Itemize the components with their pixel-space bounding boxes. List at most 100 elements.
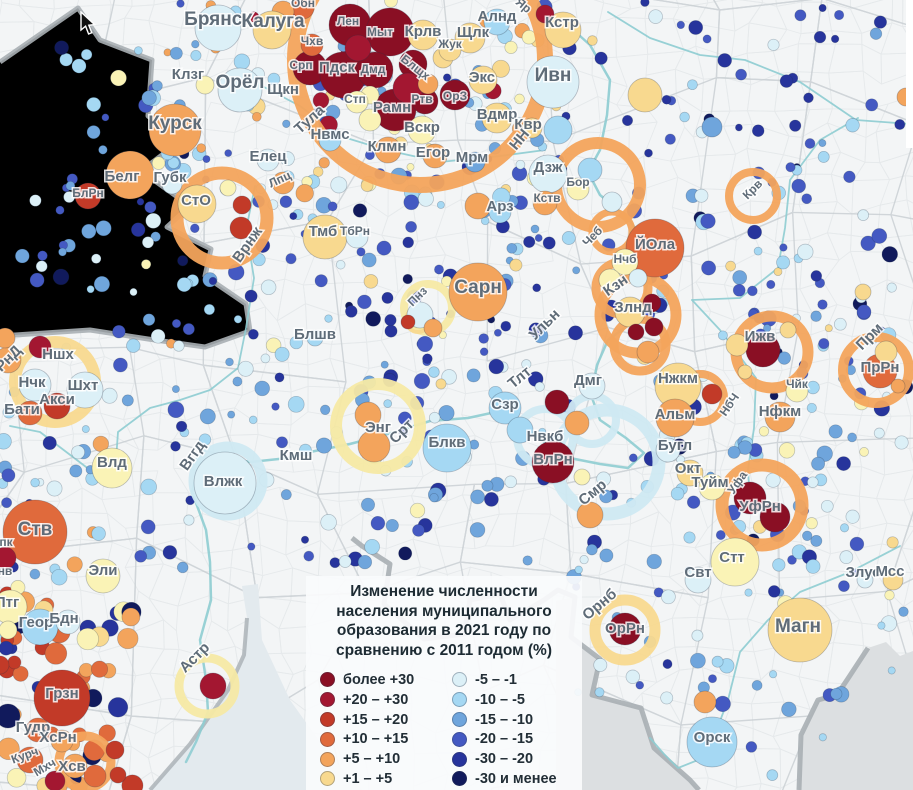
city-bubble[interactable] [506,416,534,444]
city-bubble[interactable] [148,103,202,157]
city-bubble[interactable] [701,116,723,138]
municipality-dot[interactable] [76,627,99,651]
municipality-dot[interactable] [35,260,48,273]
city-bubble[interactable] [252,10,292,50]
municipality-dot[interactable] [441,369,457,385]
municipality-dot[interactable] [859,447,869,457]
municipality-dot[interactable] [628,453,638,463]
municipality-dot[interactable] [778,442,796,459]
municipality-dot[interactable] [202,155,211,164]
municipality-dot[interactable] [845,509,860,524]
city-bubble[interactable] [625,218,685,278]
municipality-dot[interactable] [528,322,544,338]
municipality-dot[interactable] [593,658,608,672]
municipality-dot[interactable] [44,642,68,665]
municipality-dot[interactable] [247,542,256,551]
municipality-dot[interactable] [747,224,762,240]
city-bubble[interactable] [50,729,74,753]
municipality-dot[interactable] [126,338,141,353]
municipality-dot[interactable] [767,38,780,51]
municipality-dot[interactable] [140,478,157,496]
municipality-dot[interactable] [509,258,523,272]
municipality-dot[interactable] [751,124,765,137]
city-bubble[interactable] [566,177,590,201]
city-bubble[interactable] [28,335,52,359]
municipality-dot[interactable] [725,260,736,272]
municipality-dot[interactable] [804,138,816,149]
municipality-dot[interactable] [113,357,128,373]
municipality-dot[interactable] [781,701,797,717]
municipality-dot[interactable] [63,191,76,203]
municipality-dot[interactable] [330,176,348,194]
municipality-dot[interactable] [745,741,758,753]
municipality-dot[interactable] [58,247,67,257]
city-bubble[interactable] [177,184,217,224]
city-bubble[interactable] [199,672,227,700]
city-bubble[interactable] [642,293,662,313]
municipality-dot[interactable] [416,335,434,353]
municipality-dot[interactable] [191,40,200,49]
city-bubble[interactable] [710,537,760,587]
city-bubble[interactable] [358,108,382,132]
municipality-dot[interactable] [329,557,341,569]
municipality-dot[interactable] [561,231,576,245]
municipality-dot[interactable] [406,163,415,171]
municipality-dot[interactable] [574,565,583,574]
city-bubble[interactable] [17,400,43,426]
city-bubble[interactable] [564,410,590,436]
municipality-dot[interactable] [434,264,444,275]
municipality-dot[interactable] [300,535,310,544]
municipality-dot[interactable] [686,495,701,509]
municipality-dot[interactable] [621,114,634,127]
municipality-dot[interactable] [806,380,820,395]
city-bubble[interactable] [573,468,591,486]
municipality-dot[interactable] [0,737,20,761]
municipality-dot[interactable] [779,243,788,252]
city-bubble[interactable] [0,655,10,675]
municipality-dot[interactable] [361,252,377,268]
municipality-dot[interactable] [776,255,791,270]
municipality-dot[interactable] [708,674,717,684]
city-bubble[interactable] [577,157,603,183]
municipality-dot[interactable] [732,270,748,285]
municipality-dot[interactable] [662,659,673,669]
municipality-dot[interactable] [772,558,786,572]
municipality-dot[interactable] [175,420,188,433]
city-bubble[interactable] [693,690,717,714]
city-bubble[interactable] [454,22,486,54]
municipality-dot[interactable] [6,768,27,788]
city-bubble[interactable] [193,451,257,515]
municipality-dot[interactable] [898,606,909,617]
municipality-dot[interactable] [744,588,753,597]
municipality-dot[interactable] [276,436,288,449]
municipality-dot[interactable] [640,0,650,7]
city-bubble[interactable] [161,173,183,195]
municipality-dot[interactable] [405,221,417,233]
municipality-dot[interactable] [121,394,134,407]
municipality-dot[interactable] [312,92,330,109]
municipality-dot[interactable] [267,72,281,86]
city-bubble[interactable] [407,115,437,145]
city-bubble[interactable] [44,770,66,790]
municipality-dot[interactable] [315,437,333,454]
municipality-dot[interactable] [0,433,12,450]
city-bubble[interactable] [407,19,439,51]
municipality-dot[interactable] [810,310,822,322]
municipality-dot[interactable] [579,555,589,565]
municipality-dot[interactable] [167,401,185,419]
city-bubble[interactable] [856,571,874,589]
city-bubble[interactable] [655,398,695,438]
city-bubble[interactable] [400,314,416,330]
municipality-dot[interactable] [773,267,783,277]
municipality-dot[interactable] [488,358,505,375]
municipality-dot[interactable] [402,273,413,285]
municipality-dot[interactable] [438,405,455,422]
municipality-dot[interactable] [190,223,200,234]
municipality-dot[interactable] [894,119,906,130]
city-bubble[interactable] [300,33,324,57]
municipality-dot[interactable] [779,74,794,88]
city-bubble[interactable] [488,200,512,224]
municipality-dot[interactable] [314,274,328,288]
municipality-dot[interactable] [360,497,376,512]
municipality-dot[interactable] [1,497,13,509]
